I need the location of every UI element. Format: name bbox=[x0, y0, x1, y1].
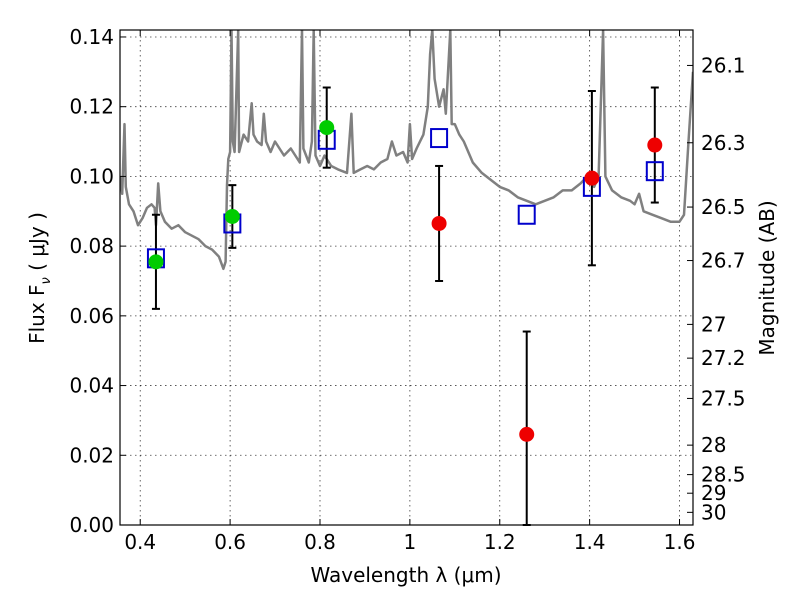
observed-point bbox=[224, 208, 240, 224]
x-tick-label: 1.4 bbox=[574, 530, 606, 554]
x-tick-label: 0.6 bbox=[214, 530, 246, 554]
mag-tick-label: 27.2 bbox=[701, 346, 746, 370]
model-points bbox=[146, 128, 664, 269]
y-tick-label: 0.10 bbox=[69, 164, 114, 188]
mag-tick-label: 30 bbox=[701, 500, 726, 524]
mag-tick-label: 27.5 bbox=[701, 386, 746, 410]
y-tick-label: 0.06 bbox=[69, 304, 114, 328]
mag-tick-label: 27 bbox=[701, 312, 726, 336]
model-point bbox=[517, 204, 536, 225]
mag-tick-label: 28 bbox=[701, 433, 726, 457]
y-axis-title-unit: ( μJy ) bbox=[25, 212, 49, 277]
y-tick-label: 0.08 bbox=[69, 234, 114, 258]
observed-point bbox=[647, 137, 663, 153]
grid-lines bbox=[120, 30, 693, 526]
plot-frame bbox=[119, 29, 694, 526]
observed-point bbox=[519, 426, 535, 442]
observed-point bbox=[148, 254, 164, 270]
x-tick-label: 1.6 bbox=[664, 530, 696, 554]
mag-tick-label: 28.5 bbox=[701, 463, 746, 487]
spectrum-series bbox=[120, 30, 693, 271]
y-tick-label: 0.14 bbox=[69, 25, 114, 49]
observed-point bbox=[584, 170, 600, 186]
y-axis-title-subscript: ν bbox=[39, 277, 54, 284]
y-axis-title: Flux Fν ( μJy ) bbox=[25, 212, 54, 344]
x-tick-label: 0.8 bbox=[304, 530, 336, 554]
mag-tick-label: 26.1 bbox=[701, 53, 746, 77]
y-tick-label: 0.12 bbox=[69, 95, 114, 119]
y-tick-label: 0.04 bbox=[69, 374, 114, 398]
model-point bbox=[430, 128, 449, 149]
axis-ticks bbox=[120, 30, 693, 526]
x-axis-title: Wavelength λ (μm) bbox=[310, 563, 501, 587]
mag-tick-label: 29 bbox=[701, 481, 726, 505]
observed-point bbox=[431, 215, 447, 231]
mag-tick-label: 26.3 bbox=[701, 131, 746, 155]
x-tick-label: 0.4 bbox=[124, 530, 156, 554]
model-point bbox=[645, 161, 664, 182]
y-axis-title-main: Flux F bbox=[25, 284, 49, 343]
spectrum-line bbox=[120, 30, 693, 271]
tick-labels: 0.4 0.6 0.8 1 1.2 1.4 1.6 0.00 0.02 0.04 0.06 0.08 0… bbox=[69, 25, 745, 554]
y-tick-label: 0.00 bbox=[69, 513, 114, 537]
y-tick-label: 0.02 bbox=[69, 443, 114, 467]
y2-axis-title: Magnitude (AB) bbox=[755, 200, 779, 355]
mag-tick-label: 26.5 bbox=[701, 195, 746, 219]
error-bars bbox=[151, 86, 659, 526]
observed-points bbox=[148, 120, 663, 442]
x-tick-label: 1 bbox=[404, 530, 417, 554]
observed-point bbox=[319, 120, 335, 136]
mag-tick-label: 26.7 bbox=[701, 249, 746, 273]
x-tick-label: 1.2 bbox=[484, 530, 516, 554]
